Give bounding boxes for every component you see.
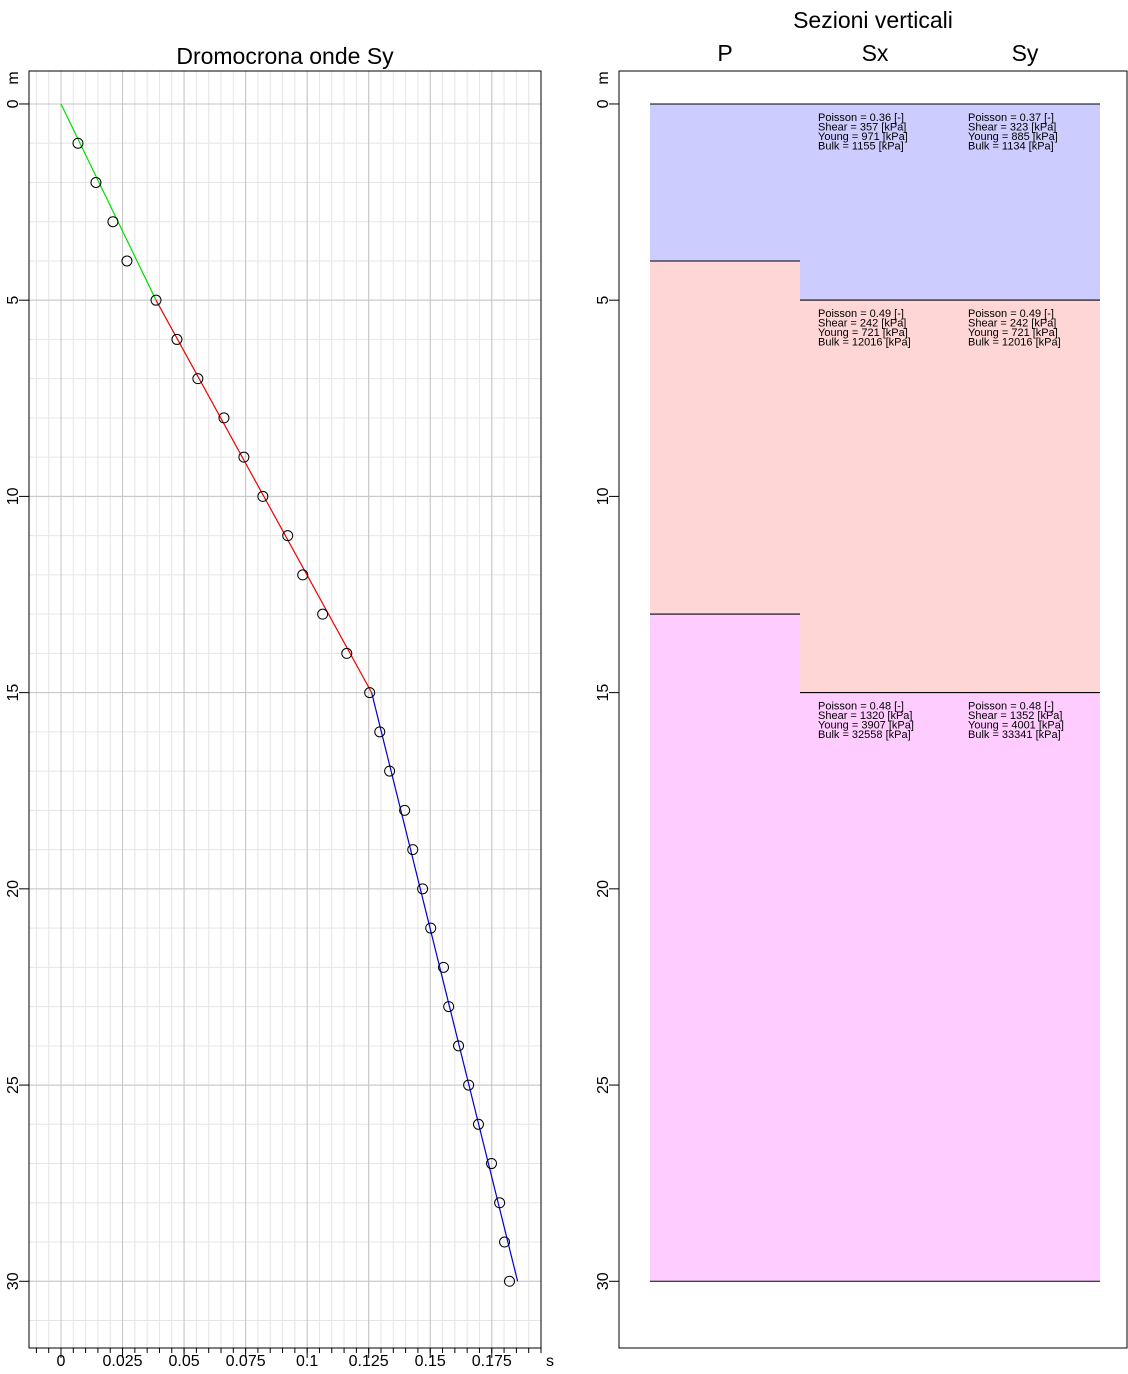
- layer-annotation: Bulk = 1155 [kPa]: [818, 140, 904, 152]
- layer: [650, 260, 800, 615]
- data-point: [257, 490, 269, 502]
- x-tick-label: 0.025: [103, 1353, 143, 1370]
- data-point: [192, 373, 204, 385]
- data-point: [463, 1079, 475, 1091]
- layer: [950, 692, 1100, 1282]
- layer-annotation: Young = 721 [kPa]: [818, 327, 908, 339]
- layer-annotation: Bulk = 1134 [kPa]: [968, 140, 1054, 152]
- x-tick-label: 0: [57, 1353, 66, 1370]
- data-point: [472, 1118, 484, 1130]
- layer-annotation: Young = 3907 [kPa]: [818, 720, 914, 732]
- data-point: [150, 294, 162, 306]
- data-point: [425, 922, 437, 934]
- layer: [650, 614, 800, 1282]
- y-tick-label: 30: [595, 1272, 612, 1290]
- layer-annotation: Young = 721 [kPa]: [968, 327, 1058, 339]
- x-tick-label: 0.05: [169, 1353, 200, 1370]
- y-tick-label: 0: [595, 99, 612, 108]
- layer-annotation: Poisson = 0.48 [-]: [818, 701, 904, 713]
- data-point: [297, 569, 309, 581]
- data-point: [121, 255, 133, 267]
- data-point: [238, 451, 250, 463]
- data-point: [374, 726, 386, 738]
- data-point: [399, 804, 411, 816]
- x-tick-label: 0.1: [296, 1353, 318, 1370]
- data-point: [438, 961, 450, 973]
- layer: [650, 103, 800, 261]
- data-point: [443, 1001, 455, 1013]
- data-point: [317, 608, 329, 620]
- column-header: Sy: [1012, 40, 1039, 66]
- fit-line: [60, 103, 157, 301]
- data-point: [90, 176, 102, 188]
- plot-frame: [618, 70, 1128, 1349]
- layer-annotation: Young = 971 [kPa]: [818, 131, 908, 143]
- y-axis-label: m: [595, 71, 612, 84]
- layer-annotation: Shear = 1352 [kPa]: [968, 710, 1062, 722]
- layer: [950, 103, 1100, 301]
- layer-annotation: Shear = 242 [kPa]: [818, 318, 906, 330]
- layer-annotation: Shear = 242 [kPa]: [968, 318, 1056, 330]
- data-point: [341, 647, 353, 659]
- data-point: [494, 1197, 506, 1209]
- x-tick-label: 0.15: [415, 1353, 446, 1370]
- layer-annotation: Poisson = 0.49 [-]: [818, 308, 904, 320]
- layer: [800, 300, 950, 693]
- layer-annotation: Young = 885 [kPa]: [968, 131, 1058, 143]
- x-axis-label: s: [546, 1353, 554, 1370]
- data-point: [417, 883, 429, 895]
- y-tick-label: 30: [5, 1272, 22, 1290]
- y-axis-label: m: [5, 71, 22, 84]
- data-point: [107, 216, 119, 228]
- chart-title: Sezioni verticali: [793, 7, 953, 33]
- y-tick-label: 25: [595, 1076, 612, 1094]
- layer: [800, 103, 950, 301]
- y-tick-label: 10: [5, 487, 22, 505]
- layer-annotation: Young = 4001 [kPa]: [968, 720, 1064, 732]
- y-tick-label: 20: [595, 880, 612, 898]
- column-header: P: [717, 40, 732, 66]
- layer-annotation: Poisson = 0.48 [-]: [968, 701, 1054, 713]
- fit-line: [371, 692, 519, 1282]
- layer-annotation: Poisson = 0.49 [-]: [968, 308, 1054, 320]
- layer-annotation: Shear = 1320 [kPa]: [818, 710, 912, 722]
- data-point: [364, 687, 376, 699]
- y-tick-label: 5: [5, 296, 22, 305]
- data-point: [407, 844, 419, 856]
- data-point: [218, 412, 230, 424]
- column-header: Sx: [862, 40, 889, 66]
- data-point: [282, 530, 294, 542]
- layer-annotation: Bulk = 12016 [kPa]: [818, 337, 911, 349]
- y-tick-label: 0: [5, 99, 22, 108]
- chart-title: Dromocrona onde Sy: [176, 43, 394, 69]
- data-point: [384, 765, 396, 777]
- layer-annotation: Bulk = 12016 [kPa]: [968, 337, 1061, 349]
- x-tick-label: 0.125: [349, 1353, 389, 1370]
- y-tick-label: 25: [5, 1076, 22, 1094]
- data-point: [72, 137, 84, 149]
- layer-annotation: Bulk = 33341 [kPa]: [968, 729, 1061, 741]
- layer-annotation: Poisson = 0.37 [-]: [968, 112, 1054, 124]
- plot-frame: [28, 70, 542, 1349]
- y-tick-label: 20: [5, 880, 22, 898]
- data-point: [503, 1275, 515, 1287]
- data-point: [171, 333, 183, 345]
- x-tick-label: 0.175: [472, 1353, 512, 1370]
- y-tick-label: 10: [595, 487, 612, 505]
- data-point: [499, 1236, 511, 1248]
- y-tick-label: 15: [5, 684, 22, 702]
- x-tick-label: 0.075: [226, 1353, 266, 1370]
- layer-annotation: Shear = 323 [kPa]: [968, 121, 1056, 133]
- layer: [950, 300, 1100, 693]
- data-point: [486, 1158, 498, 1170]
- layer-annotation: Poisson = 0.36 [-]: [818, 112, 904, 124]
- y-tick-label: 15: [595, 684, 612, 702]
- y-tick-label: 5: [595, 296, 612, 305]
- layer-annotation: Shear = 357 [kPa]: [818, 121, 906, 133]
- fit-line: [155, 299, 373, 693]
- layer-annotation: Bulk = 32558 [kPa]: [818, 729, 911, 741]
- data-point: [453, 1040, 465, 1052]
- layer: [800, 692, 950, 1282]
